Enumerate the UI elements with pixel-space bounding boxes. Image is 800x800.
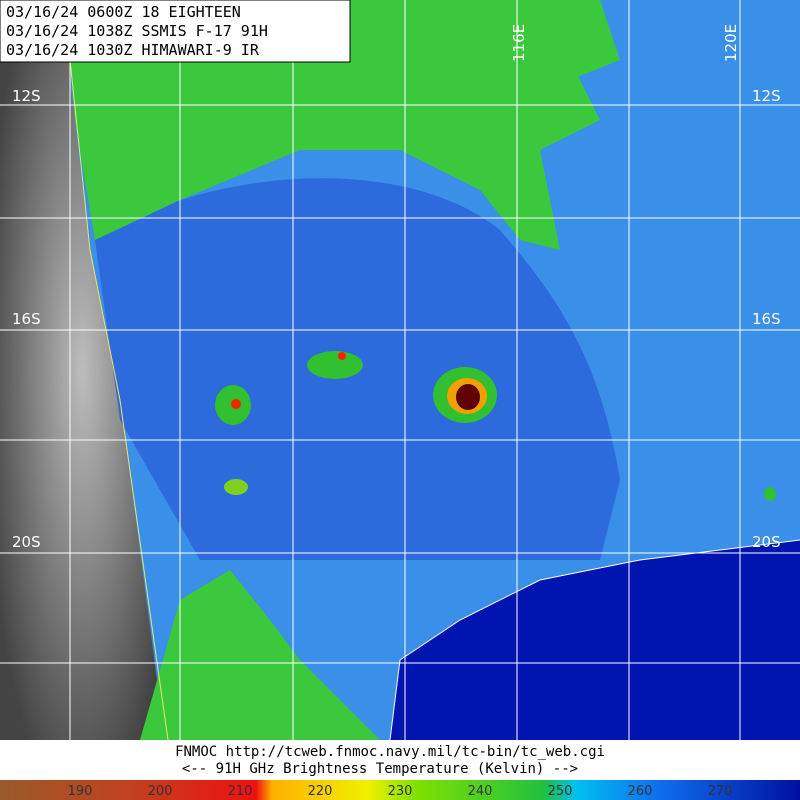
lat-label: 16S [12,310,41,328]
colorbar-label: 250 [548,784,573,799]
colorbar-label: 190 [68,784,93,799]
colorbar-label: 230 [388,784,413,799]
grid [0,0,800,740]
colorbar-label: 240 [468,784,493,799]
header-line: 03/16/24 1038Z SSMIS F-17 91H [6,22,268,40]
lat-label: 12S [12,87,41,105]
lat-label: 16S [752,310,781,328]
lat-label: 20S [12,533,41,551]
lon-label: 120E [722,24,740,62]
header-box [0,0,351,63]
colorbar-label: 210 [228,784,253,799]
lat-label: 20S [752,533,781,551]
lat-label: 12S [752,87,781,105]
footer-source: FNMOC http://tcweb.fnmoc.navy.mil/tc-bin… [175,744,605,760]
colorbar-label: 200 [148,784,173,799]
header-line: 03/16/24 1030Z HIMAWARI-9 IR [6,41,260,59]
colorbar-labels: 190 200 210 220 230 240 250 260 270 [68,784,733,799]
footer-caption: <-- 91H GHz Brightness Temperature (Kelv… [182,761,578,777]
header-line: 03/16/24 0600Z 18 EIGHTEEN [6,3,241,21]
imagery [0,0,800,741]
colorbar-label: 220 [308,784,333,799]
colorbar-label: 270 [708,784,733,799]
footer [0,740,800,780]
lon-label: 116E [510,24,528,62]
colorbar-label: 260 [628,784,653,799]
colorbar [0,780,800,800]
